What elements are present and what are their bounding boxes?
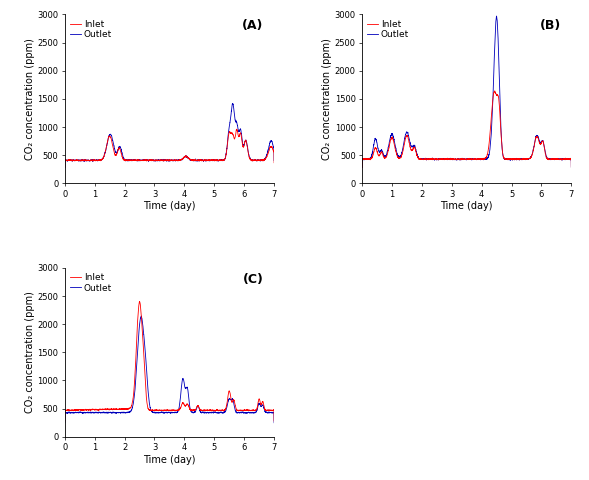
Inlet bbox=[61, 165, 68, 170]
Legend: Inlet, Outlet: Inlet, Outlet bbox=[366, 19, 410, 40]
Inlet bbox=[233, 408, 240, 413]
Outlet bbox=[568, 164, 575, 170]
Outlet bbox=[493, 13, 500, 19]
Y-axis label: CO₂ concentration (ppm): CO₂ concentration (ppm) bbox=[25, 38, 35, 160]
Line: Inlet: Inlet bbox=[362, 91, 571, 168]
Text: (C): (C) bbox=[243, 273, 264, 286]
Outlet bbox=[100, 410, 107, 416]
Line: Outlet: Outlet bbox=[65, 104, 274, 168]
Inlet bbox=[396, 155, 403, 161]
Legend: Inlet, Outlet: Inlet, Outlet bbox=[70, 272, 113, 293]
Inlet bbox=[484, 151, 491, 157]
Outlet bbox=[359, 165, 366, 170]
Outlet bbox=[141, 343, 148, 349]
Outlet bbox=[229, 101, 236, 107]
Outlet bbox=[217, 409, 224, 415]
Inlet bbox=[359, 165, 366, 170]
Outlet bbox=[396, 153, 403, 159]
Inlet bbox=[100, 406, 107, 412]
Inlet bbox=[568, 164, 575, 170]
Legend: Inlet, Outlet: Inlet, Outlet bbox=[70, 19, 113, 40]
Inlet bbox=[495, 93, 502, 99]
Inlet bbox=[136, 299, 143, 304]
Outlet bbox=[187, 407, 194, 413]
Inlet bbox=[61, 418, 68, 424]
Y-axis label: CO₂ concentration (ppm): CO₂ concentration (ppm) bbox=[322, 38, 332, 160]
X-axis label: Time (day): Time (day) bbox=[143, 455, 196, 465]
Line: Outlet: Outlet bbox=[362, 16, 571, 168]
Inlet bbox=[491, 88, 498, 94]
Outlet bbox=[233, 410, 240, 416]
Inlet bbox=[197, 157, 204, 163]
Outlet bbox=[61, 420, 68, 426]
Inlet bbox=[270, 418, 277, 424]
Line: Inlet: Inlet bbox=[65, 301, 274, 421]
Line: Outlet: Outlet bbox=[65, 316, 274, 423]
Inlet bbox=[217, 157, 224, 163]
Inlet bbox=[438, 156, 445, 162]
Inlet bbox=[233, 126, 240, 132]
Inlet bbox=[197, 407, 204, 413]
Inlet bbox=[233, 126, 240, 132]
Inlet bbox=[187, 408, 194, 413]
Outlet bbox=[270, 420, 277, 426]
Text: (A): (A) bbox=[242, 20, 264, 33]
Outlet bbox=[515, 156, 522, 162]
Inlet bbox=[187, 156, 194, 162]
Line: Inlet: Inlet bbox=[65, 129, 274, 168]
Y-axis label: CO₂ concentration (ppm): CO₂ concentration (ppm) bbox=[25, 291, 35, 413]
Inlet bbox=[217, 408, 224, 413]
Outlet bbox=[138, 313, 145, 319]
Text: (B): (B) bbox=[540, 20, 561, 33]
Inlet bbox=[515, 156, 522, 162]
Outlet bbox=[197, 409, 204, 415]
X-axis label: Time (day): Time (day) bbox=[441, 202, 493, 211]
Outlet bbox=[270, 157, 277, 163]
Inlet bbox=[141, 370, 148, 375]
Inlet bbox=[141, 157, 148, 163]
Outlet bbox=[100, 156, 107, 161]
Outlet bbox=[141, 157, 148, 163]
Outlet bbox=[495, 38, 502, 44]
Outlet bbox=[61, 165, 68, 170]
Outlet bbox=[484, 156, 491, 162]
Inlet bbox=[270, 160, 277, 166]
Outlet bbox=[197, 157, 204, 163]
Outlet bbox=[217, 157, 224, 163]
Outlet bbox=[438, 156, 445, 162]
Inlet bbox=[531, 144, 538, 149]
Outlet bbox=[187, 156, 194, 162]
Outlet bbox=[531, 143, 538, 149]
Outlet bbox=[233, 120, 240, 126]
X-axis label: Time (day): Time (day) bbox=[143, 202, 196, 211]
Inlet bbox=[100, 156, 107, 161]
